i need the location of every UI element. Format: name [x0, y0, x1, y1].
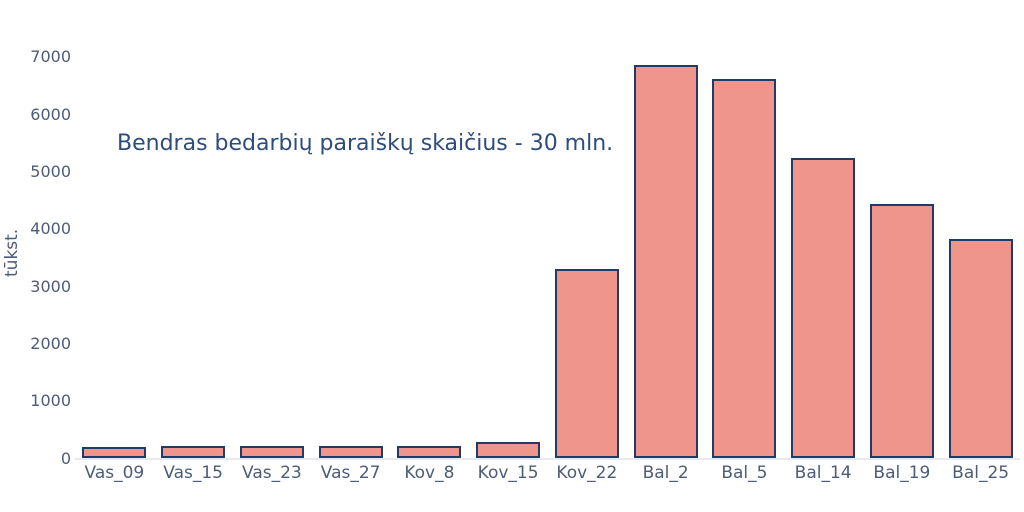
x-tick-label: Bal_25 — [952, 462, 1010, 483]
bar — [633, 65, 698, 459]
bar — [476, 442, 540, 459]
x-tick-label: Bal_2 — [642, 462, 689, 483]
x-tick-label: Kov_8 — [404, 462, 455, 483]
x-tick-label: Vas_09 — [84, 462, 145, 483]
y-tick-label: 4000 — [30, 219, 71, 239]
bar — [397, 446, 462, 459]
y-tick-label: 6000 — [30, 104, 71, 124]
bar — [82, 446, 147, 459]
x-tick-label: Kov_15 — [477, 462, 539, 483]
bar — [318, 446, 383, 459]
bar — [791, 158, 855, 459]
y-tick-label: 2000 — [30, 333, 71, 353]
y-tick-label: 5000 — [30, 162, 71, 181]
x-axis-line — [75, 458, 1020, 460]
x-tick-label: Kov_22 — [556, 462, 618, 483]
x-tick-label: Vas_23 — [242, 462, 302, 483]
x-tick-label: Vas_15 — [163, 462, 223, 483]
y-tick-label: 3000 — [30, 276, 71, 296]
y-tick-label: 0 — [60, 448, 71, 468]
x-tick-label: Bal_19 — [873, 462, 931, 483]
x-tick-label: Bal_14 — [794, 462, 852, 483]
bar — [554, 269, 619, 459]
bar — [712, 79, 777, 459]
y-tick-label: 1000 — [30, 391, 71, 411]
bar — [869, 203, 934, 459]
y-tick-label: 7000 — [30, 47, 71, 67]
bar — [948, 238, 1013, 459]
chart-title: Bendras bedarbių paraiškų skaičius - 30 … — [117, 131, 614, 156]
bar — [161, 446, 225, 459]
bar — [239, 446, 304, 459]
x-tick-label: Bal_5 — [721, 462, 768, 483]
x-tick-label: Vas_27 — [320, 462, 381, 483]
